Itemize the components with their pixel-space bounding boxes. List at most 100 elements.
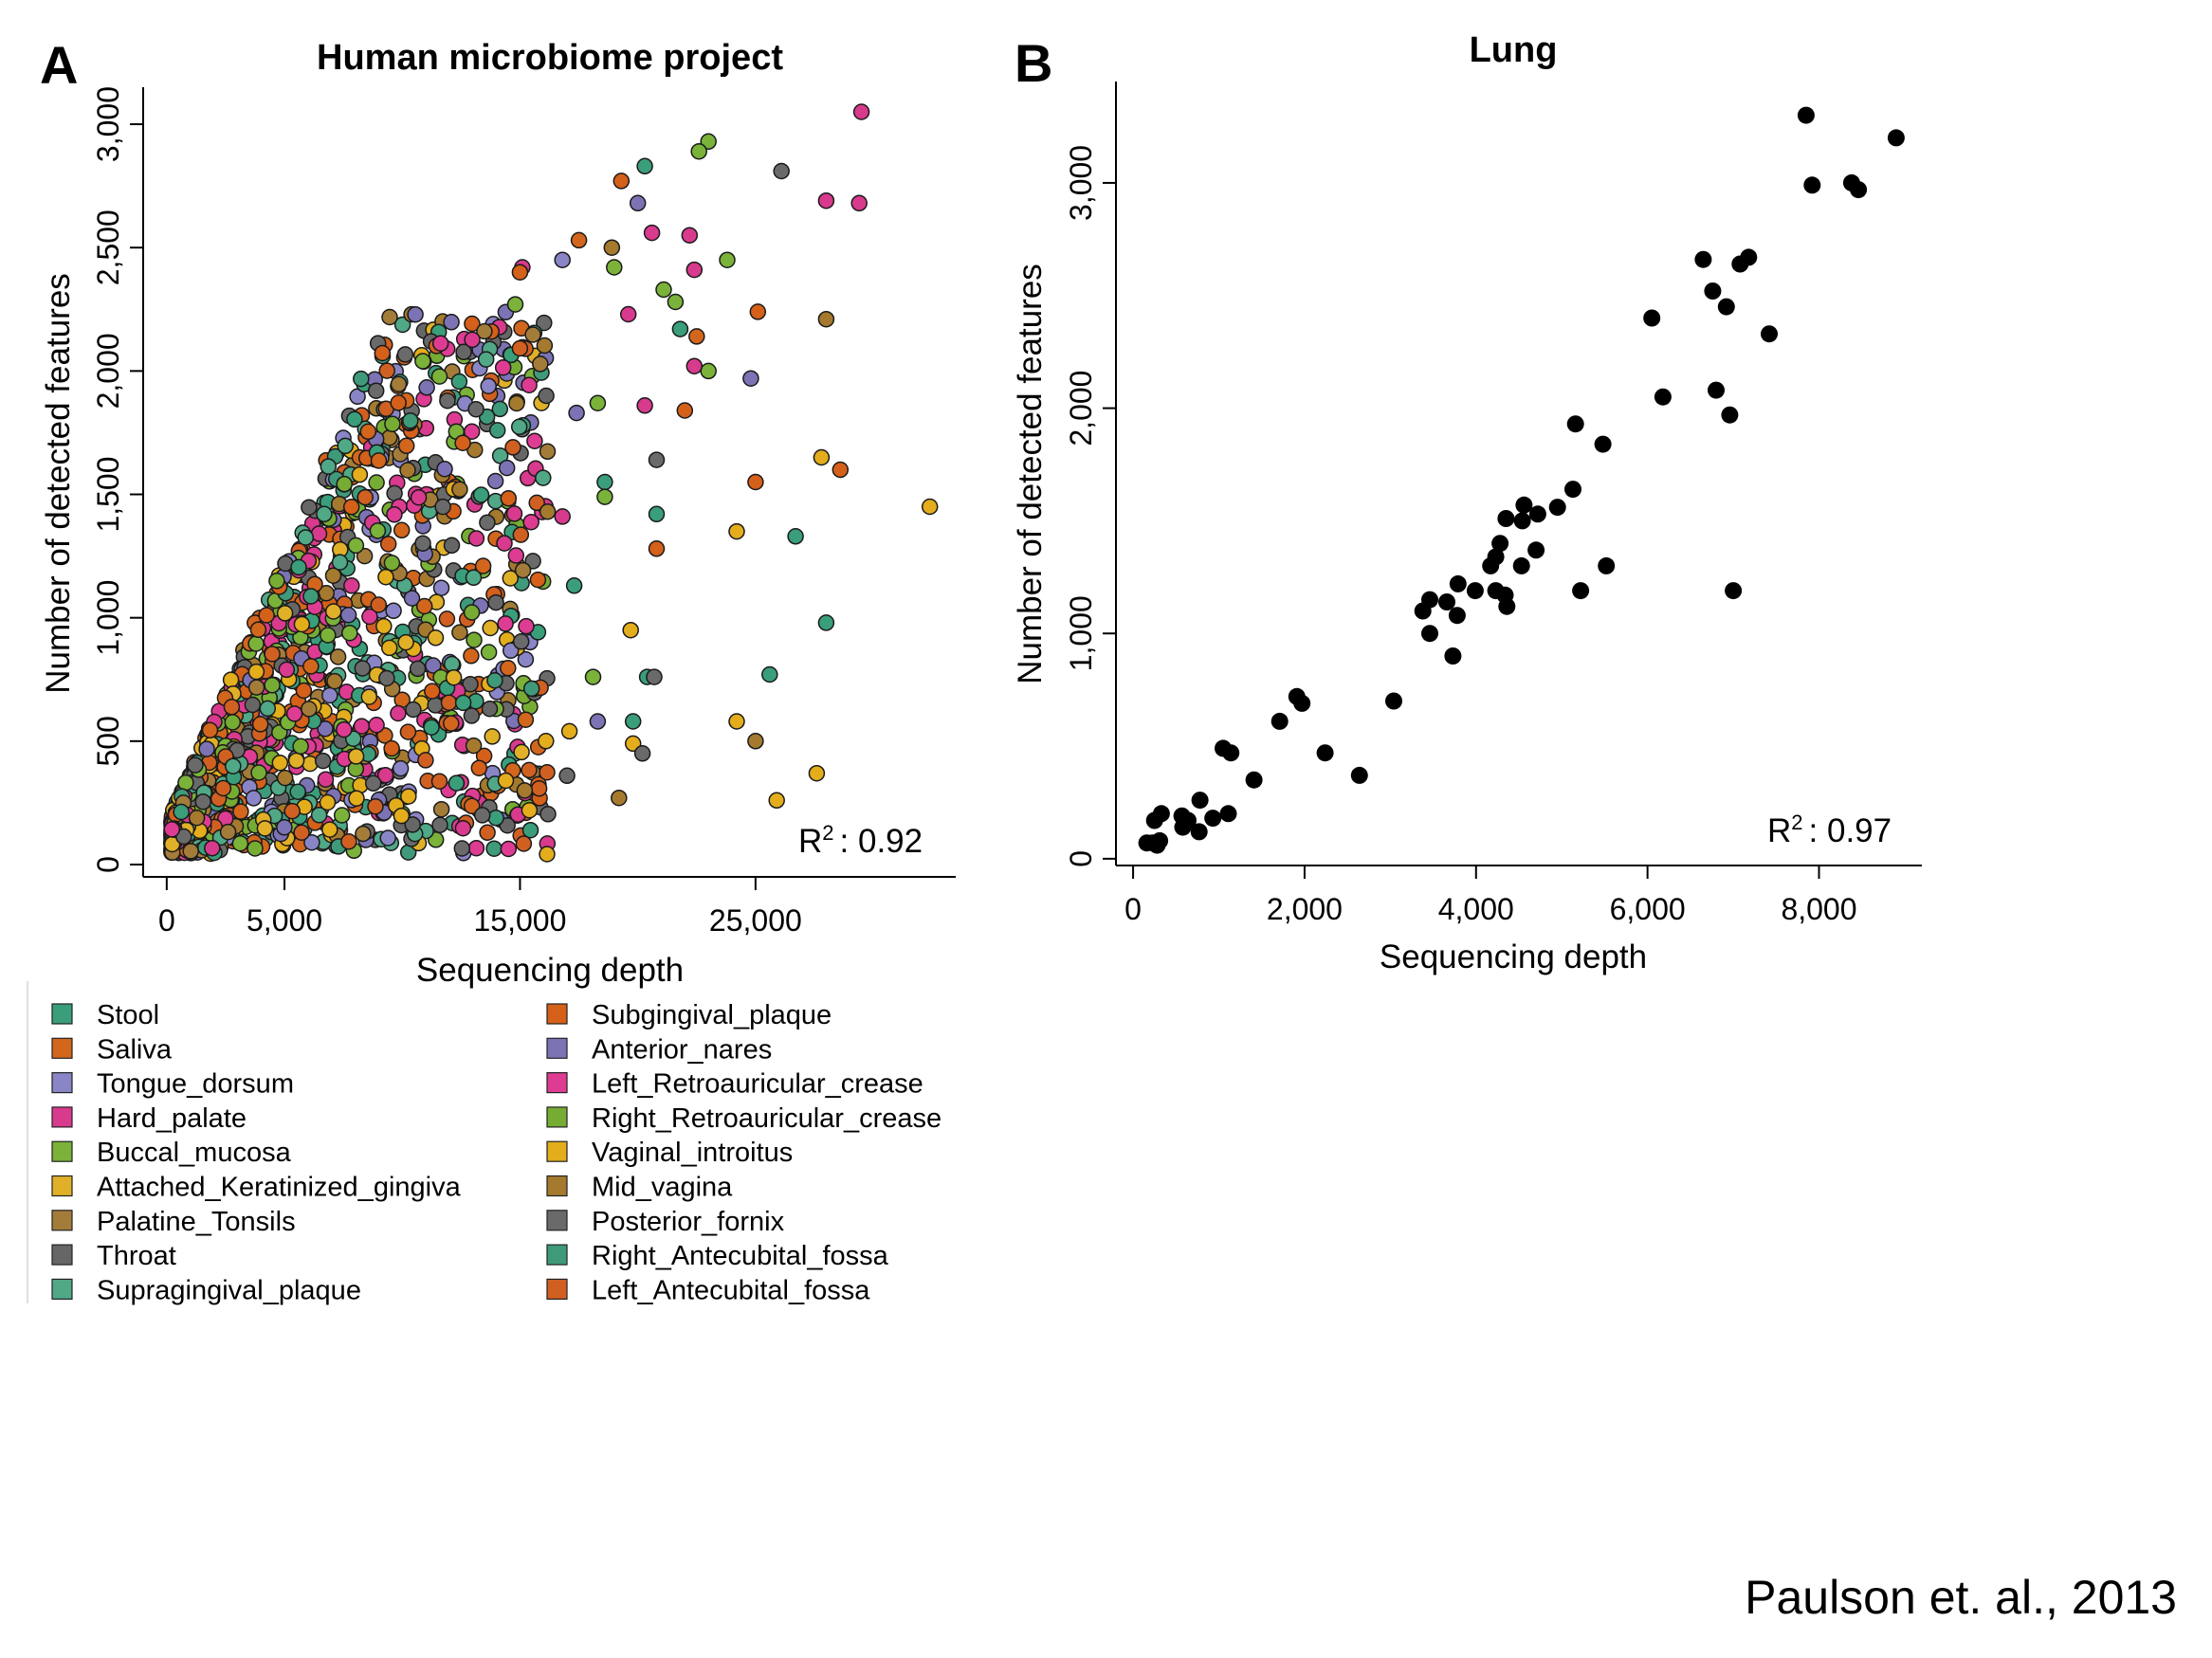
panel-a-point — [742, 370, 759, 387]
panel-a-point — [539, 806, 557, 823]
panel-a-point — [409, 660, 427, 678]
panel-b-point — [1497, 510, 1515, 527]
panel-b-point — [1548, 499, 1566, 517]
panel-a-point — [247, 635, 265, 652]
panel-a-point — [356, 488, 374, 506]
panel-a-point — [347, 748, 365, 765]
panel-a-point — [320, 458, 338, 475]
panel-b-point — [1527, 541, 1545, 559]
panel-a-point — [511, 339, 529, 357]
panel-a-point — [488, 422, 506, 439]
panel-a-point — [370, 596, 388, 613]
panel-a-point — [515, 835, 533, 852]
panel-a-point — [432, 579, 450, 596]
legend-label: Tongue_dorsum — [97, 1069, 294, 1100]
legend-swatch — [51, 1037, 73, 1059]
panel-a-point — [539, 763, 556, 781]
panel-a-point — [425, 657, 442, 674]
panel-a-point — [390, 394, 407, 411]
panel-a-point — [606, 259, 623, 276]
panel-a-point — [402, 411, 419, 429]
panel-a-point — [173, 803, 190, 821]
panel-a-point — [245, 790, 263, 807]
panel-a-y-tick-label: 0 — [91, 856, 125, 873]
panel-a-point — [467, 530, 485, 547]
legend-label: Saliva — [97, 1034, 173, 1065]
panel-a-point — [443, 537, 461, 555]
panel-a-point — [386, 506, 403, 523]
panel-a-point — [496, 535, 513, 552]
panel-a-point — [264, 646, 281, 663]
panel-a-point — [532, 355, 549, 373]
panel-b-point — [1572, 582, 1590, 600]
panel-b-point — [1421, 625, 1438, 643]
panel-a-point — [773, 162, 790, 180]
panel-a-point — [249, 621, 267, 639]
panel-b-point — [1204, 810, 1222, 828]
panel-a-point — [381, 308, 398, 326]
panel-a-point — [813, 448, 831, 466]
panel-a-point — [499, 816, 516, 834]
panel-a-point — [219, 823, 237, 841]
panel-b-x-tick-label: 6,000 — [1610, 892, 1686, 926]
panel-a-point — [700, 133, 717, 151]
panel-b-y-label: Number of detected features — [1012, 264, 1049, 684]
panel-a-point — [612, 173, 631, 190]
panel-a-point — [667, 293, 685, 311]
panel-a-point — [374, 344, 392, 362]
panel-a-point — [529, 571, 547, 589]
panel-a-point — [188, 809, 206, 827]
panel-a-point — [436, 460, 453, 478]
panel-b-title: Lung — [1470, 30, 1558, 70]
panel-b-x-tick-label: 4,000 — [1438, 892, 1514, 926]
panel-b-point — [1190, 823, 1208, 841]
panel-b-point — [1414, 602, 1432, 620]
legend-label: Subgingival_plaque — [592, 1000, 832, 1030]
panel-b-point — [1245, 771, 1263, 789]
panel-a-point — [393, 316, 411, 334]
panel-b-point — [1721, 406, 1739, 424]
panel-a-point — [472, 486, 490, 503]
panel-a-point — [383, 555, 401, 572]
panel-a-point — [497, 772, 515, 790]
panel-b-point — [1482, 556, 1500, 574]
panel-a-point — [539, 846, 556, 863]
legend-label: Buccal_mucosa — [97, 1138, 292, 1168]
panel-a-point — [360, 688, 378, 705]
panel-a-point — [516, 782, 534, 799]
panel-a-point — [369, 522, 387, 539]
panel-a-point — [505, 505, 523, 522]
panel-a-point — [400, 788, 417, 805]
panel-a-point — [392, 759, 410, 777]
panel-a-point — [301, 499, 318, 516]
panel-a-point — [568, 404, 585, 422]
panel-a-point — [336, 720, 353, 738]
panel-a-point — [367, 797, 384, 815]
panel-a-point — [225, 757, 242, 774]
panel-a-point — [747, 733, 764, 750]
panel-a-point — [390, 375, 408, 392]
legend-label: Palatine_Tonsils — [97, 1207, 296, 1237]
panel-a-point — [438, 610, 456, 628]
panel-a-point — [278, 661, 296, 679]
panel-a-point — [231, 834, 249, 852]
panel-a-point — [418, 379, 435, 396]
panel-a-title: Human microbiome project — [317, 38, 783, 78]
panel-a-point — [432, 800, 450, 818]
panel-a-point — [393, 521, 411, 539]
panel-a-point — [443, 314, 460, 331]
panel-a-point — [511, 264, 529, 281]
panel-a-point — [482, 619, 499, 637]
panel-a-point — [512, 633, 530, 650]
panel-a-point — [686, 357, 704, 374]
panel-b-point — [1694, 250, 1712, 268]
panel-a-point — [397, 437, 415, 455]
panel-a-point — [624, 713, 642, 730]
panel-a: A Human microbiome project 0 5,000 15,000 2… — [27, 35, 956, 1305]
panel-a-point — [283, 802, 301, 820]
panel-a-x-tick-label: 25,000 — [709, 903, 802, 938]
panel-b-point — [1513, 512, 1531, 530]
panel-a-point — [378, 669, 395, 687]
panel-b-point — [1448, 607, 1466, 625]
panel-a-point — [539, 502, 557, 520]
